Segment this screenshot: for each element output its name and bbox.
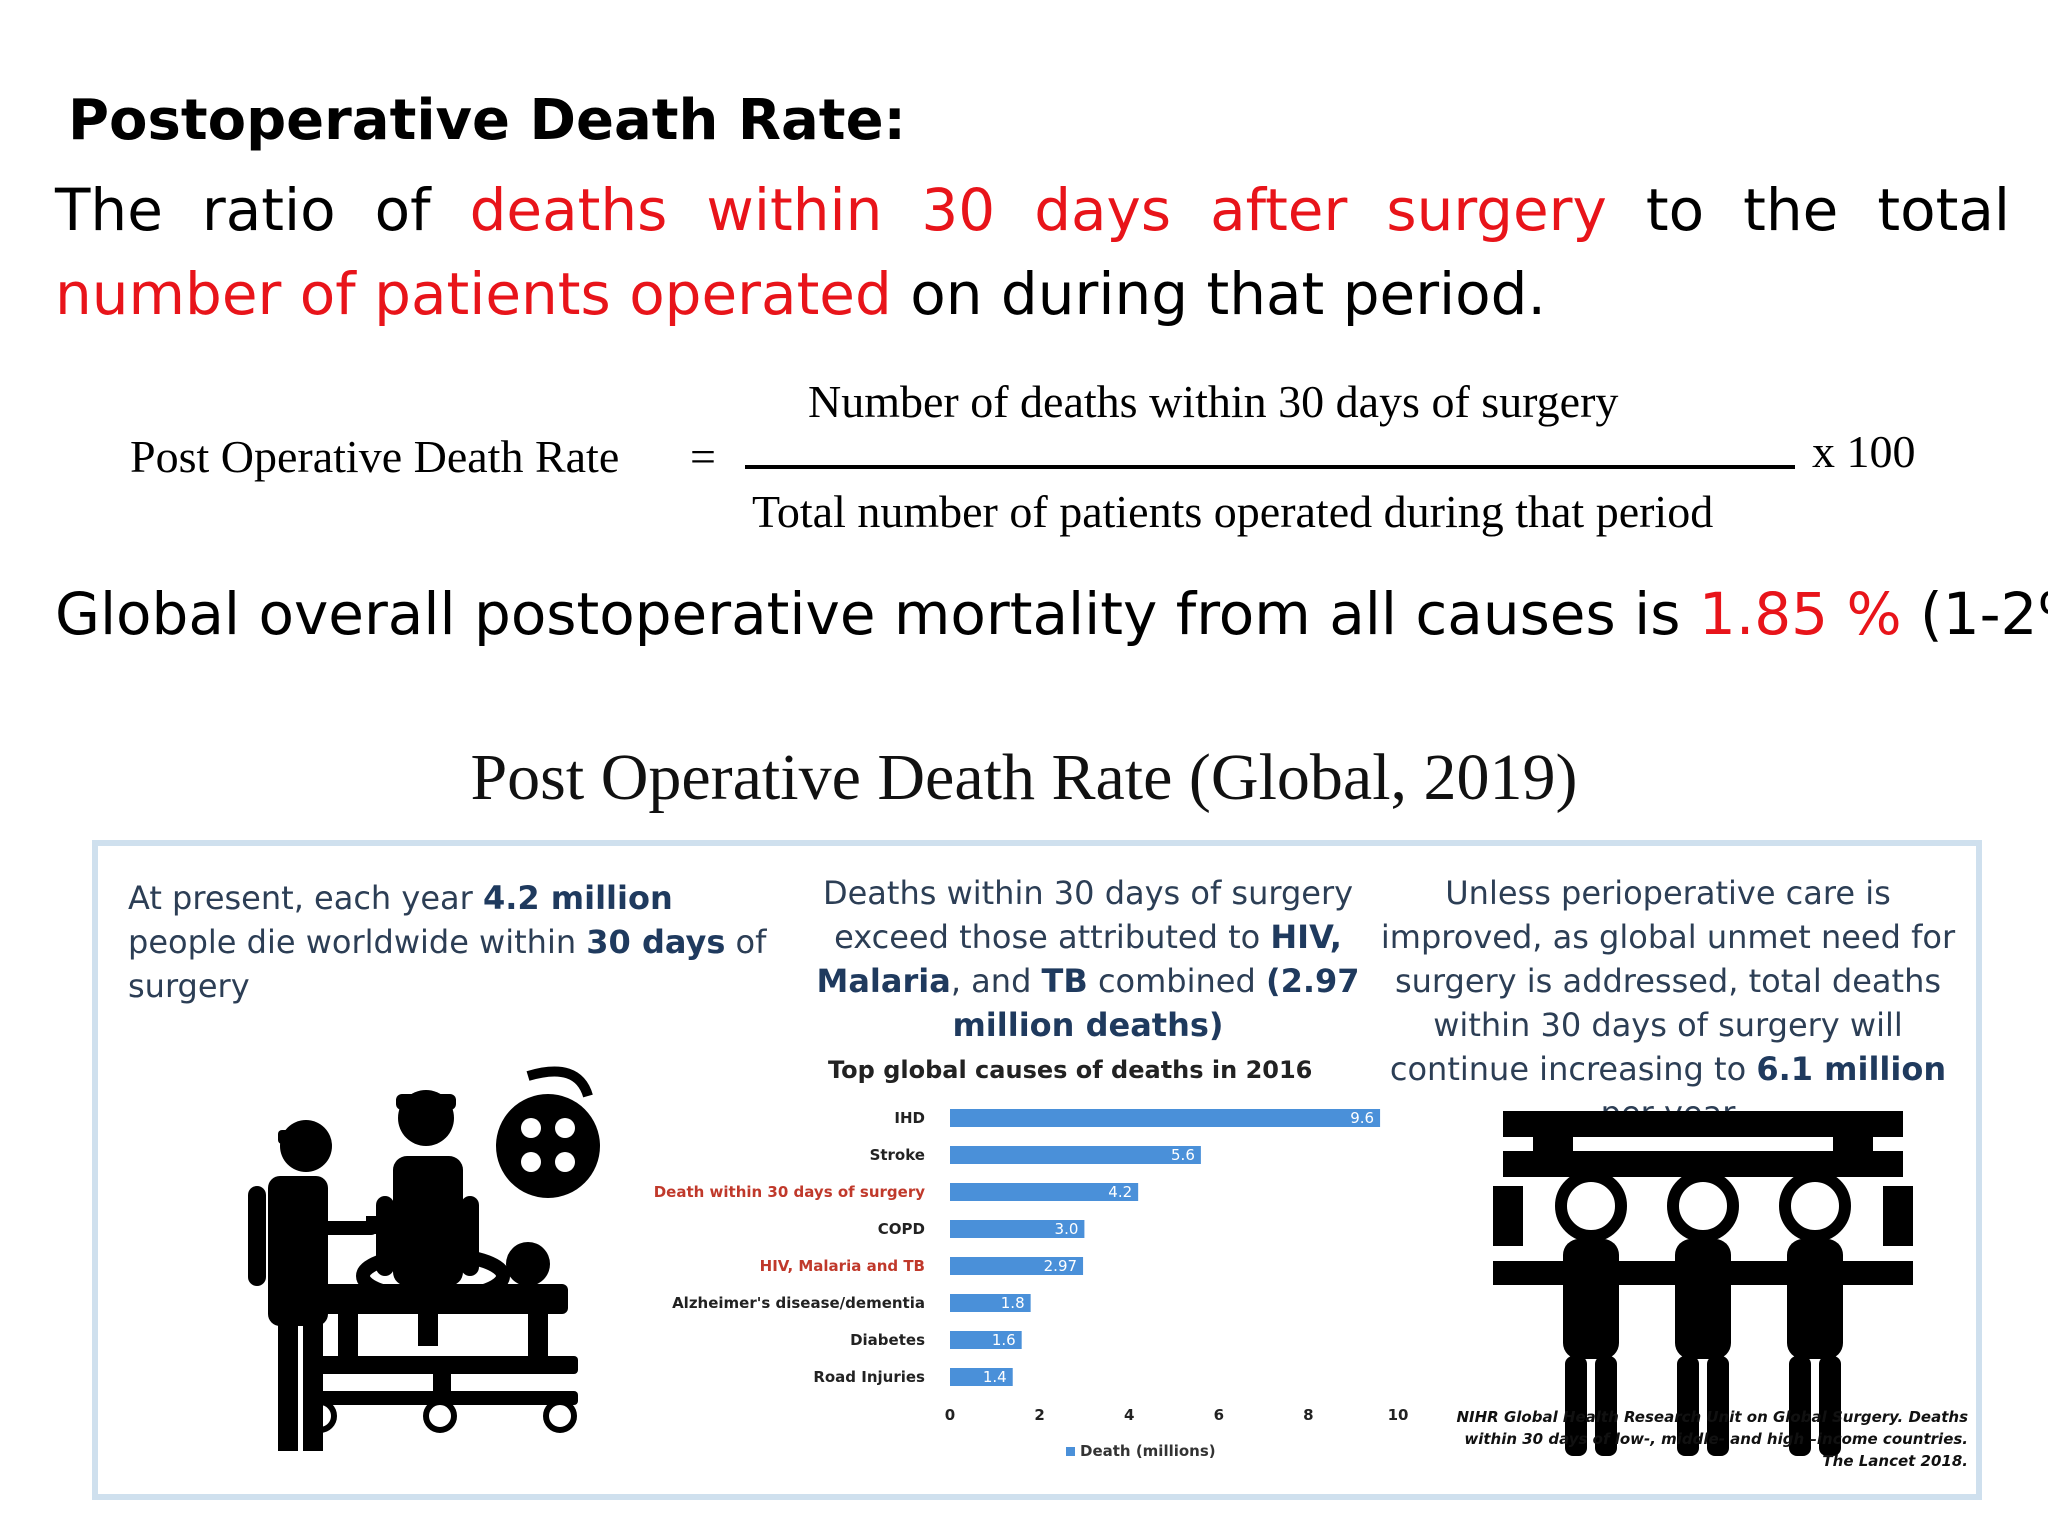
x-tick-label: 6: [1214, 1406, 1224, 1424]
citation-line-1: NIHR Global Health Research Unit on Glob…: [1456, 1408, 1968, 1426]
formula-numerator: Number of deaths within 30 days of surge…: [808, 376, 1619, 427]
legend-swatch: [1066, 1447, 1075, 1456]
formula-lhs: Post Operative Death Rate: [130, 431, 620, 482]
formula-denominator: Total number of patients operated during…: [752, 486, 1714, 537]
left-column-text: At present, each year 4.2 million people…: [128, 876, 768, 1008]
definition-part-3: to the total: [1606, 176, 2010, 244]
formula: Post Operative Death Rate = Number of de…: [0, 370, 2048, 550]
global-value: 1.85 %: [1698, 580, 1902, 648]
formula-equals: =: [690, 431, 716, 482]
x-tick-label: 2: [1034, 1406, 1044, 1424]
bar-value-label: 3.0: [1055, 1220, 1079, 1238]
mid-bold-1: HIV, Malaria: [816, 918, 1342, 1000]
left-bold-2: 30 days: [586, 923, 726, 961]
surgery-team-icon: [248, 1066, 600, 1451]
legend-label: Death (millions): [1080, 1442, 1216, 1460]
chart-title: Top global causes of deaths in 2016: [828, 1056, 1313, 1084]
definition-part-5: on during that period.: [891, 260, 1546, 328]
citation-line-2: within 30 days of low-, middle- and high…: [1464, 1430, 1968, 1448]
mid-text-2: , and: [950, 962, 1042, 1000]
definition-part-1: The ratio of: [55, 176, 470, 244]
definition-highlight-patients: number of patients operated: [55, 260, 892, 328]
bar-category-label: Alzheimer's disease/dementia: [672, 1294, 925, 1312]
x-tick-label: 10: [1388, 1406, 1409, 1424]
citation: NIHR Global Health Research Unit on Glob…: [1408, 1406, 1968, 1472]
x-tick-label: 4: [1124, 1406, 1134, 1424]
bar: [950, 1331, 1022, 1349]
definition-text: The ratio of deaths within 30 days after…: [55, 168, 2010, 336]
bar-category-label: Diabetes: [850, 1331, 925, 1349]
bar: [950, 1109, 1381, 1127]
bar-value-label: 4.2: [1108, 1183, 1132, 1201]
bar-category-label: Death within 30 days of surgery: [654, 1183, 925, 1201]
x-tick-label: 0: [945, 1406, 955, 1424]
bar-category-label: HIV, Malaria and TB: [760, 1257, 925, 1275]
infographic-panel: At present, each year 4.2 million people…: [92, 840, 1982, 1500]
bar: [950, 1220, 1085, 1238]
global-mortality-line: Global overall postoperative mortality f…: [55, 580, 2048, 648]
x-tick-label: 8: [1303, 1406, 1313, 1424]
left-text-1: At present, each year: [128, 879, 483, 917]
bar: [950, 1257, 1084, 1275]
mid-bold-2: TB: [1041, 962, 1088, 1000]
bar-value-label: 2.97: [1044, 1257, 1077, 1275]
mid-text-1: Deaths within 30 days of surgery exceed …: [822, 874, 1354, 956]
bar-category-label: Road Injuries: [813, 1368, 925, 1386]
right-bold-1: 6.1 million: [1756, 1050, 1947, 1088]
global-suffix: (1-2%): [1920, 580, 2048, 648]
bar: [950, 1294, 1031, 1312]
formula-fraction-bar: [745, 465, 1795, 469]
bar: [950, 1183, 1139, 1201]
bar-value-label: 5.6: [1171, 1146, 1195, 1164]
bar-category-label: Stroke: [870, 1146, 925, 1164]
bar-category-label: COPD: [878, 1220, 925, 1238]
left-text-3: of surgery: [128, 923, 767, 1005]
right-column-text: Unless perioperative care is improved, a…: [1368, 871, 1968, 1135]
pallbearers-coffin-icon: [1493, 1111, 1913, 1456]
bar-value-label: 9.6: [1350, 1109, 1374, 1127]
definition-highlight-deaths: deaths within 30 days after surgery: [469, 176, 1607, 244]
formula-multiplier: x 100: [1812, 426, 1916, 477]
left-text-2: people die worldwide within: [128, 923, 587, 961]
bar: [950, 1146, 1201, 1164]
right-text-1: Unless perioperative care is improved, a…: [1380, 874, 1956, 1088]
left-bold-1: 4.2 million: [482, 879, 673, 917]
causes-of-death-bar-chart: IHD 9.6 Stroke 5.6 Death within 30 days of s…: [654, 1109, 1409, 1460]
page-heading: Postoperative Death Rate:: [68, 88, 906, 153]
bar: [950, 1368, 1013, 1386]
mid-bold-3: (2.97 million deaths): [952, 962, 1360, 1044]
mid-text-3: combined: [1087, 962, 1266, 1000]
bar-value-label: 1.4: [983, 1368, 1007, 1386]
bar-category-label: IHD: [894, 1109, 925, 1127]
bar-value-label: 1.6: [992, 1331, 1016, 1349]
middle-column-text: Deaths within 30 days of surgery exceed …: [798, 871, 1378, 1047]
citation-line-3: The Lancet 2018.: [1822, 1452, 1968, 1470]
global-prefix: Global overall postoperative mortality f…: [55, 580, 1699, 648]
infographic-title: Post Operative Death Rate (Global, 2019): [470, 741, 1578, 814]
bar-value-label: 1.8: [1001, 1294, 1025, 1312]
